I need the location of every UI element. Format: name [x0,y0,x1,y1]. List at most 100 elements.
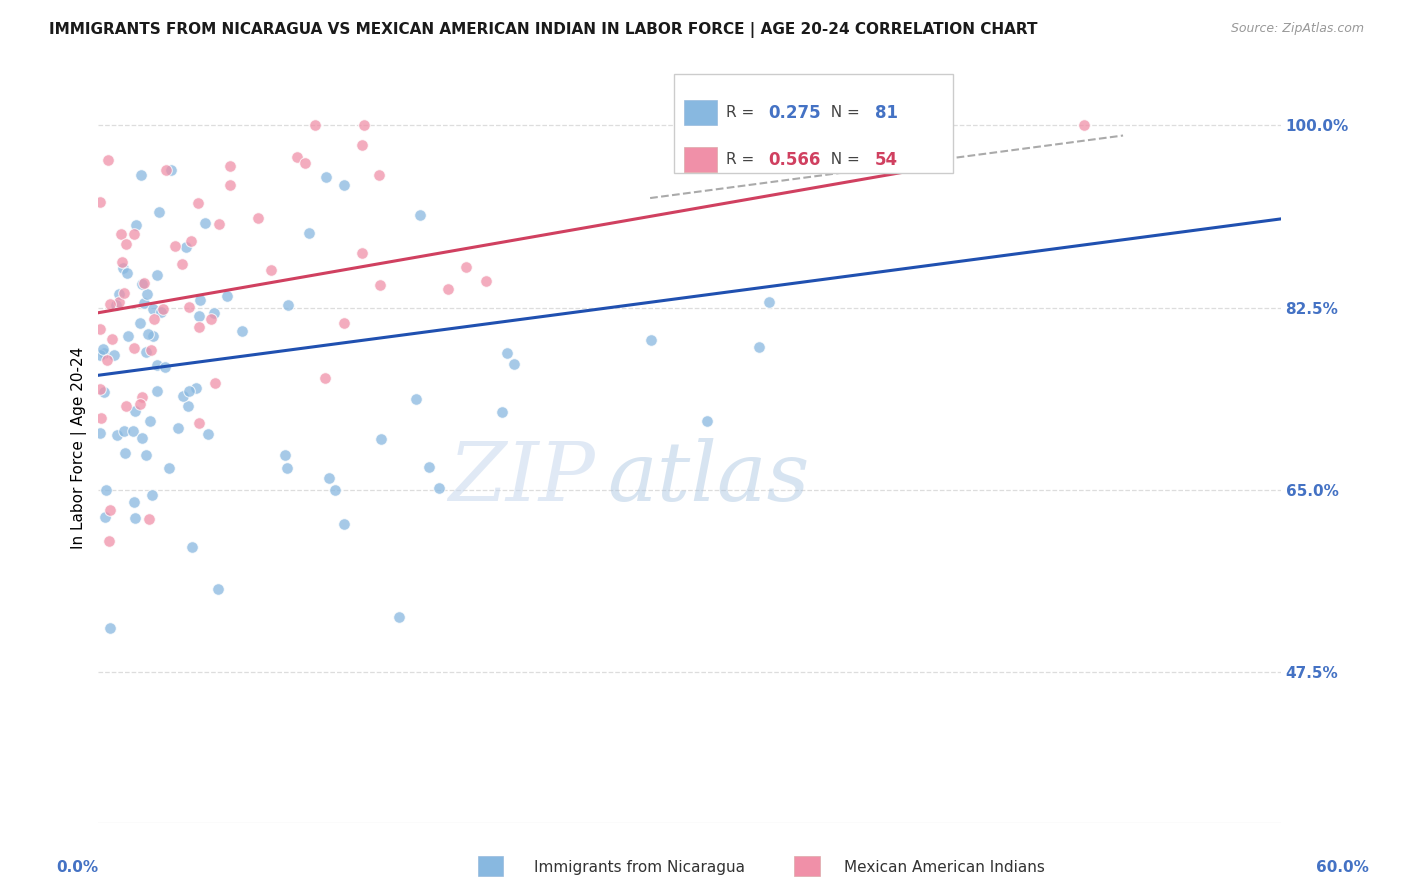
Point [93,384,115,399]
Point [276,460,298,475]
Point [166,421,188,435]
Point [174,240,197,254]
Point [108,287,131,301]
Point [93,510,115,524]
Point [184,381,207,395]
Point [180,234,202,248]
Point [187,196,209,211]
Point [200,311,222,326]
Point [111,255,134,269]
Point [90,410,112,425]
Text: Mexican American Indians: Mexican American Indians [844,860,1045,874]
Point [89,321,111,335]
Point [124,341,146,355]
Point [188,293,211,307]
Point [148,204,170,219]
Point [187,309,209,323]
FancyBboxPatch shape [673,74,953,173]
Point [89,194,111,209]
Point [105,427,128,442]
Point [131,390,153,404]
Text: N =: N = [821,153,865,168]
Point [388,609,411,624]
Point [1073,118,1095,132]
Point [748,339,770,353]
Text: 0.275: 0.275 [769,103,821,122]
Point [132,296,155,310]
Point [112,424,135,438]
Point [436,282,458,296]
Point [117,329,139,343]
Point [117,266,139,280]
Point [304,118,326,132]
Point [141,488,163,502]
Point [114,237,136,252]
Point [298,226,321,240]
Point [333,316,356,330]
Point [418,459,440,474]
Point [96,352,118,367]
Point [246,211,269,225]
Point [294,156,316,170]
Text: N =: N = [821,105,865,120]
Point [323,483,346,497]
Point [170,257,193,271]
Point [155,359,177,374]
Point [89,426,111,441]
Point [110,227,132,241]
Text: Source: ZipAtlas.com: Source: ZipAtlas.com [1230,22,1364,36]
Point [409,208,432,222]
Point [97,534,120,549]
Point [139,343,162,357]
Point [122,495,145,509]
Point [427,481,450,495]
Point [97,153,120,167]
Point [202,306,225,320]
FancyBboxPatch shape [683,147,717,172]
Point [129,317,152,331]
Text: R =: R = [725,153,759,168]
Point [142,312,165,326]
FancyBboxPatch shape [683,100,717,125]
Point [138,512,160,526]
Point [315,169,337,184]
Text: 54: 54 [875,151,898,169]
Point [314,371,336,385]
Point [91,342,114,356]
Point [405,392,427,407]
Point [496,346,519,360]
Point [188,320,211,334]
Point [474,274,496,288]
Point [194,216,217,230]
Point [124,404,146,418]
Point [696,414,718,428]
Point [159,163,181,178]
Point [98,621,121,635]
Point [350,137,373,152]
Point [197,427,219,442]
Point [115,399,138,413]
Point [142,302,165,317]
Point [155,162,177,177]
Point [94,483,117,498]
Point [134,277,156,291]
Point [207,217,229,231]
Point [131,277,153,291]
Point [353,118,375,132]
Point [157,460,180,475]
Point [454,260,477,274]
Text: 81: 81 [875,103,898,122]
Point [146,268,169,283]
Point [93,346,115,360]
Point [318,471,340,485]
Point [129,168,152,182]
Point [503,358,526,372]
Point [114,446,136,460]
Point [121,424,143,438]
Point [172,388,194,402]
Point [215,289,238,303]
Y-axis label: In Labor Force | Age 20-24: In Labor Force | Age 20-24 [72,347,87,549]
Point [150,305,173,319]
Point [640,333,662,347]
Point [219,178,242,192]
